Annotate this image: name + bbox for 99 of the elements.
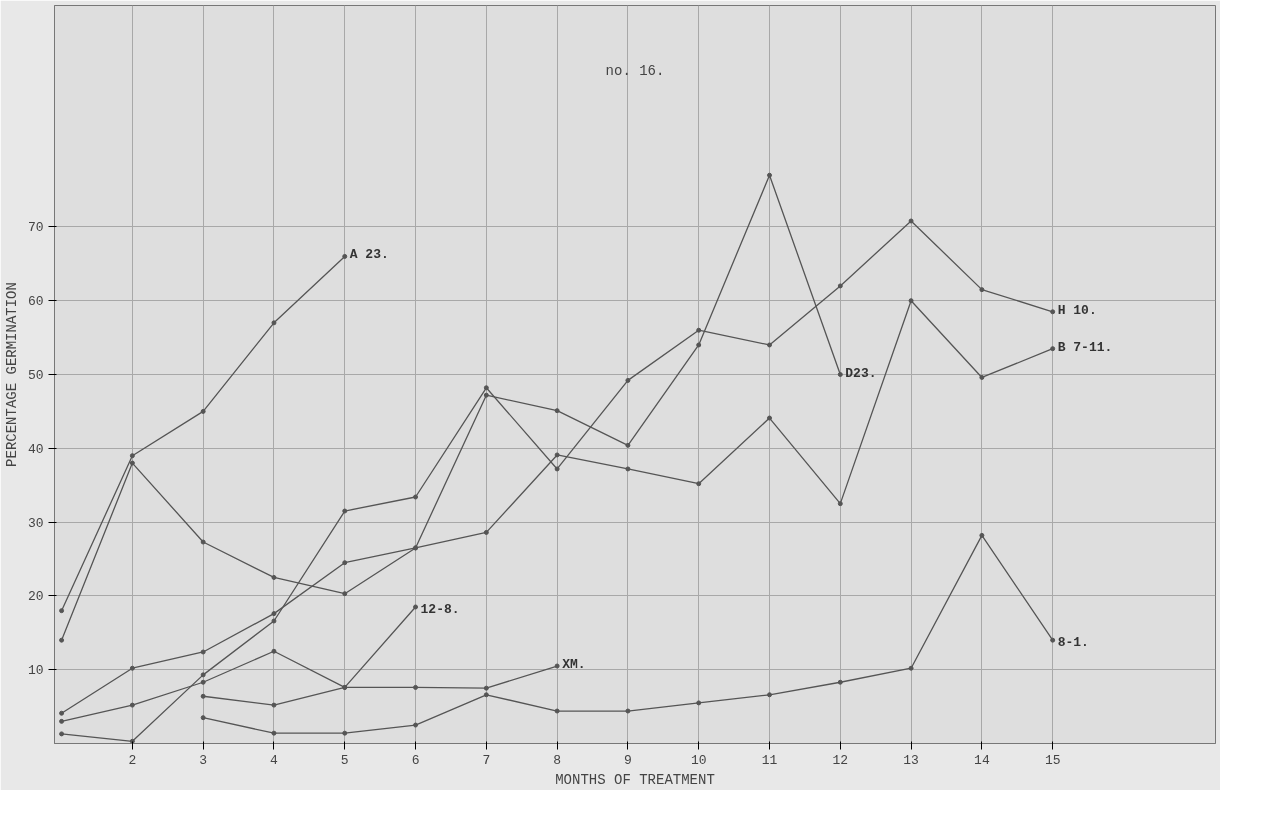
x-tick-label: 5 bbox=[340, 752, 349, 768]
point bbox=[59, 710, 65, 716]
point bbox=[625, 708, 631, 714]
point bbox=[200, 649, 206, 655]
point bbox=[200, 679, 206, 685]
x-tick-label: 7 bbox=[482, 752, 491, 768]
point bbox=[554, 708, 560, 714]
point bbox=[625, 442, 631, 448]
y-tick-label: 30 bbox=[27, 515, 44, 531]
x-tick-label: 9 bbox=[624, 752, 632, 768]
y-tick-label: 60 bbox=[27, 294, 44, 310]
point bbox=[129, 453, 135, 459]
x-tick-label: 2 bbox=[128, 752, 137, 768]
x-tick-label: 8 bbox=[553, 752, 562, 768]
point bbox=[696, 327, 702, 333]
point bbox=[767, 692, 773, 698]
point bbox=[483, 392, 489, 398]
point bbox=[979, 287, 985, 293]
point bbox=[625, 377, 631, 383]
series-label: XM. bbox=[562, 657, 586, 673]
x-tick-label: 14 bbox=[974, 752, 990, 768]
point bbox=[908, 218, 914, 224]
point bbox=[200, 693, 206, 699]
point bbox=[342, 560, 348, 566]
point bbox=[200, 539, 206, 545]
series-label: D23. bbox=[845, 365, 877, 381]
text: no. 16. bbox=[605, 63, 665, 80]
point bbox=[979, 532, 985, 538]
series-label: H 10. bbox=[1057, 302, 1097, 318]
point bbox=[271, 730, 277, 736]
point bbox=[696, 342, 702, 348]
point bbox=[342, 253, 348, 259]
point bbox=[271, 574, 277, 580]
point bbox=[1050, 346, 1056, 352]
point bbox=[767, 415, 773, 421]
point bbox=[59, 608, 65, 614]
point bbox=[129, 738, 135, 744]
series-label: 8-1. bbox=[1057, 635, 1089, 651]
point bbox=[271, 320, 277, 326]
point bbox=[271, 611, 277, 617]
point bbox=[625, 466, 631, 472]
point bbox=[554, 663, 560, 669]
point bbox=[767, 342, 773, 348]
point bbox=[483, 692, 489, 698]
point bbox=[483, 529, 489, 535]
point bbox=[342, 508, 348, 514]
point bbox=[129, 665, 135, 671]
x-tick-label: 13 bbox=[903, 752, 919, 768]
series-label: B 7-11. bbox=[1057, 339, 1113, 355]
point bbox=[696, 481, 702, 487]
point bbox=[554, 452, 560, 458]
y-tick-label: 40 bbox=[27, 441, 44, 457]
point bbox=[342, 730, 348, 736]
x-axis-title: MONTHS OF TREATMENT bbox=[555, 771, 715, 788]
x-tick-label: 10 bbox=[690, 752, 707, 768]
point bbox=[483, 685, 489, 691]
x-tick-label: 6 bbox=[411, 752, 420, 768]
point bbox=[767, 172, 773, 178]
x-tick-label: 11 bbox=[761, 752, 778, 768]
x-tick-label: 15 bbox=[1044, 752, 1061, 768]
point bbox=[271, 648, 277, 654]
point bbox=[59, 731, 65, 737]
point bbox=[483, 385, 489, 391]
point bbox=[129, 460, 135, 466]
point bbox=[837, 372, 843, 377]
x-tick-label: 4 bbox=[270, 752, 279, 768]
point bbox=[837, 283, 843, 289]
point bbox=[200, 408, 206, 414]
point bbox=[200, 672, 206, 678]
point bbox=[1050, 637, 1056, 643]
point bbox=[413, 494, 419, 500]
y-tick-label: 20 bbox=[27, 589, 44, 605]
point bbox=[200, 715, 206, 721]
point bbox=[554, 408, 560, 414]
point bbox=[837, 679, 843, 685]
y-axis-title: PERCENTAGE GERMINATION bbox=[3, 282, 20, 467]
point bbox=[342, 591, 348, 597]
point bbox=[908, 298, 914, 304]
point bbox=[271, 618, 277, 624]
y-tick-label: 50 bbox=[27, 368, 44, 383]
x-tick-label: 12 bbox=[832, 752, 849, 768]
point bbox=[413, 722, 419, 728]
point bbox=[979, 374, 985, 380]
point bbox=[1050, 309, 1056, 315]
x-tick-label: 3 bbox=[199, 752, 208, 768]
point bbox=[129, 702, 135, 708]
point bbox=[696, 700, 702, 706]
point bbox=[413, 604, 419, 610]
series-label: 12-8. bbox=[420, 601, 460, 617]
point bbox=[59, 637, 65, 643]
point bbox=[908, 665, 914, 671]
point bbox=[271, 702, 277, 708]
y-tick-label: 10 bbox=[27, 663, 44, 679]
point bbox=[413, 684, 419, 690]
y-tick-label: 70 bbox=[27, 220, 44, 236]
point bbox=[554, 466, 560, 472]
series-label: A 23. bbox=[349, 247, 389, 263]
point bbox=[59, 718, 65, 724]
point bbox=[837, 501, 843, 507]
